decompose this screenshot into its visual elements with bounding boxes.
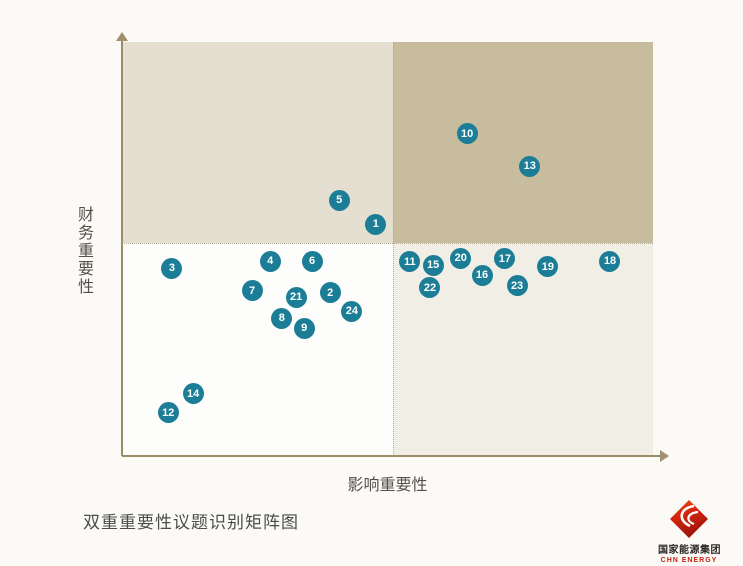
data-point-9: 9 — [293, 317, 315, 339]
chart-caption: 双重重要性议题识别矩阵图 — [83, 513, 299, 532]
data-point-19: 19 — [537, 256, 559, 278]
data-point-23: 23 — [506, 275, 528, 297]
data-point-21: 21 — [285, 286, 307, 308]
x-axis-line — [122, 455, 662, 457]
data-point-22: 22 — [419, 277, 441, 299]
data-point-17: 17 — [494, 248, 516, 270]
data-point-15: 15 — [422, 254, 444, 276]
data-point-2: 2 — [319, 282, 341, 304]
y-axis-arrow-icon — [116, 32, 128, 41]
logo-mark-icon — [670, 500, 708, 538]
data-point-13: 13 — [519, 155, 541, 177]
data-point-20: 20 — [450, 247, 472, 269]
logo-name: 国家能源集团 — [658, 545, 721, 556]
y-axis-label: 财务重要性 — [75, 206, 92, 296]
data-point-24: 24 — [341, 300, 363, 322]
data-point-14: 14 — [182, 383, 204, 405]
quadrant-divider-horizontal — [122, 242, 653, 244]
y-axis-line — [121, 40, 123, 456]
data-point-7: 7 — [241, 280, 263, 302]
x-axis-arrow-icon — [660, 450, 669, 462]
materiality-matrix-chart: 1 2 3 4 5 6 7 8 9 10 11 12 13 14 15 16 17 18 19 20 21 22 23 24 — [122, 42, 653, 456]
data-point-8: 8 — [271, 307, 293, 329]
quadrant-top-left — [122, 42, 393, 243]
logo-subtitle: CHN ENERGY — [660, 557, 718, 564]
data-point-3: 3 — [161, 257, 183, 279]
data-point-6: 6 — [301, 250, 323, 272]
data-point-10: 10 — [456, 123, 478, 145]
x-axis-label: 影响重要性 — [347, 477, 428, 494]
quadrant-divider-vertical — [392, 42, 394, 456]
data-point-18: 18 — [599, 250, 621, 272]
quadrant-top-right — [392, 42, 653, 243]
data-point-12: 12 — [157, 402, 179, 424]
data-point-16: 16 — [471, 264, 493, 286]
data-point-11: 11 — [399, 251, 421, 273]
data-point-1: 1 — [365, 213, 387, 235]
data-point-5: 5 — [328, 189, 350, 211]
chn-energy-logo: 国家能源集团 CHN ENERGY — [658, 499, 721, 564]
data-point-4: 4 — [259, 250, 281, 272]
